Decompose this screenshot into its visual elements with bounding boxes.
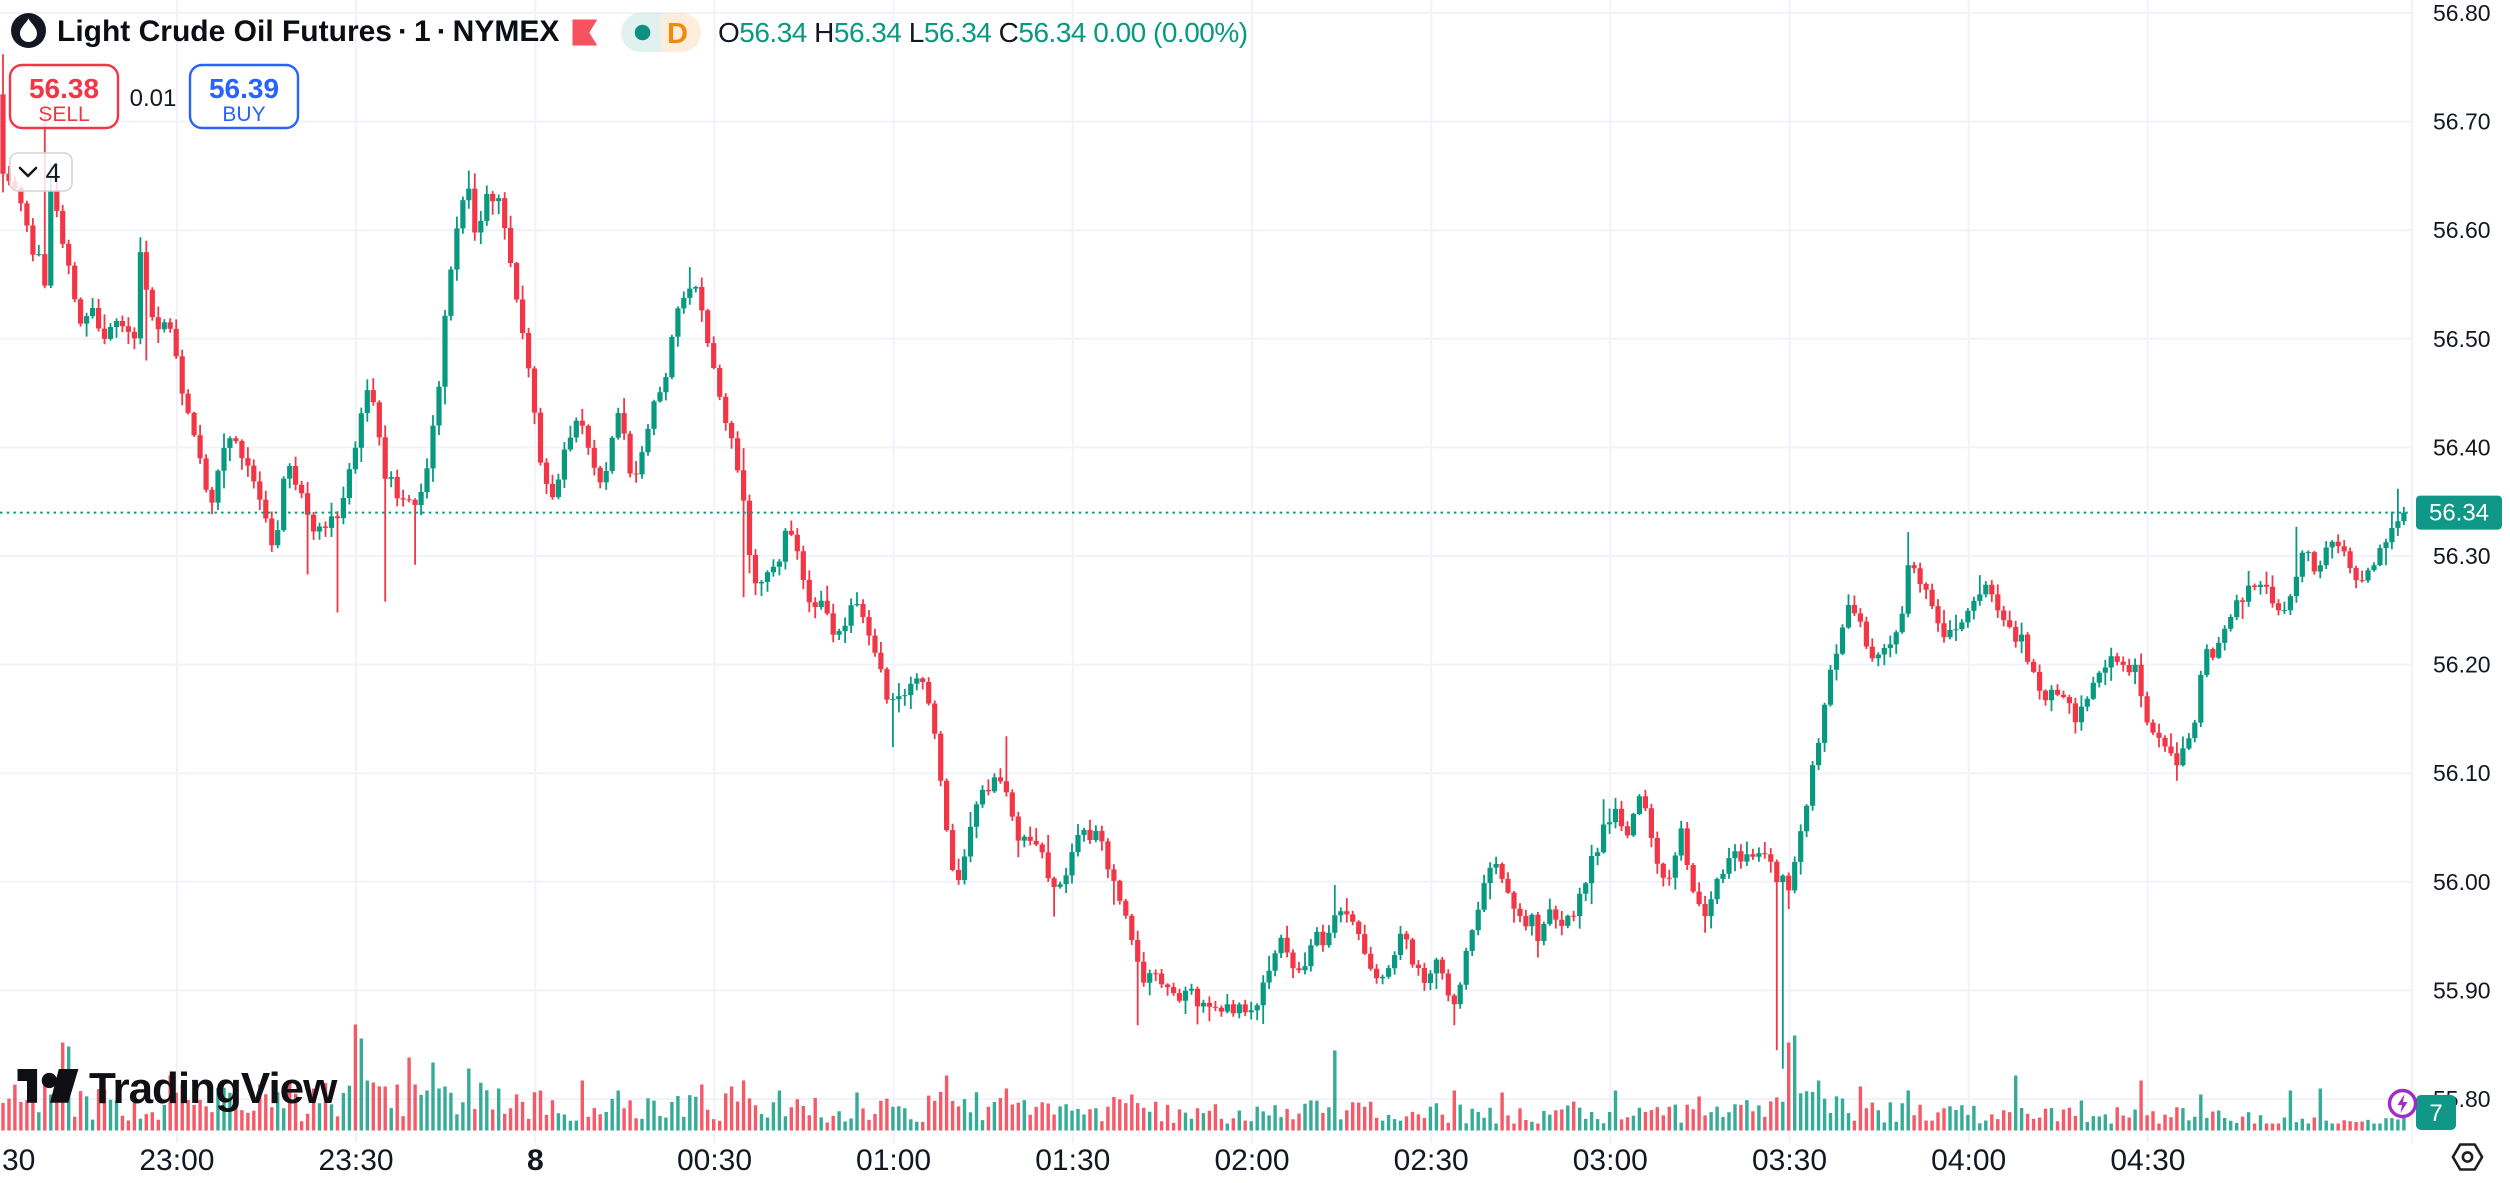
svg-text:0.01: 0.01: [130, 85, 177, 112]
svg-text:04:30: 04:30: [2110, 1144, 2185, 1177]
svg-text:03:30: 03:30: [1752, 1144, 1827, 1177]
svg-text:O56.34 H56.34 L56.34 C56.34 0.: O56.34 H56.34 L56.34 C56.34 0.00 (0.00%): [718, 17, 1248, 48]
svg-text:56.38: 56.38: [29, 73, 99, 104]
svg-text:56.39: 56.39: [209, 73, 279, 104]
svg-text:01:00: 01:00: [856, 1144, 931, 1177]
svg-text:D: D: [667, 18, 688, 50]
svg-text:56.20: 56.20: [2433, 652, 2491, 678]
svg-text:03:00: 03:00: [1573, 1144, 1648, 1177]
svg-text:00:30: 00:30: [677, 1144, 752, 1177]
svg-text:01:30: 01:30: [1035, 1144, 1110, 1177]
svg-text:23:00: 23:00: [139, 1144, 214, 1177]
svg-text:56.70: 56.70: [2433, 109, 2491, 135]
svg-text:56.10: 56.10: [2433, 760, 2491, 786]
svg-text:4: 4: [45, 158, 60, 188]
svg-text:56.40: 56.40: [2433, 434, 2491, 460]
svg-text:04:00: 04:00: [1931, 1144, 2006, 1177]
svg-text:56.50: 56.50: [2433, 326, 2491, 352]
svg-text:56.80: 56.80: [2433, 0, 2491, 26]
svg-text:TradingView: TradingView: [89, 1064, 338, 1113]
svg-text:02:30: 02:30: [1394, 1144, 1469, 1177]
svg-text:56.30: 56.30: [2433, 543, 2491, 569]
svg-text:23:30: 23:30: [319, 1144, 394, 1177]
svg-text:Light Crude Oil Futures · 1 ·: Light Crude Oil Futures · 1 · NYMEX: [57, 15, 559, 48]
svg-text:7: 7: [2429, 1100, 2442, 1127]
svg-text:22:30: 22:30: [0, 1144, 35, 1177]
svg-text:8: 8: [527, 1144, 544, 1177]
svg-text:SELL: SELL: [38, 103, 89, 126]
svg-text:56.60: 56.60: [2433, 217, 2491, 243]
svg-text:BUY: BUY: [222, 103, 265, 126]
svg-text:02:00: 02:00: [1214, 1144, 1289, 1177]
svg-text:56.00: 56.00: [2433, 869, 2491, 895]
svg-text:56.34: 56.34: [2429, 500, 2489, 527]
svg-text:55.90: 55.90: [2433, 977, 2491, 1003]
